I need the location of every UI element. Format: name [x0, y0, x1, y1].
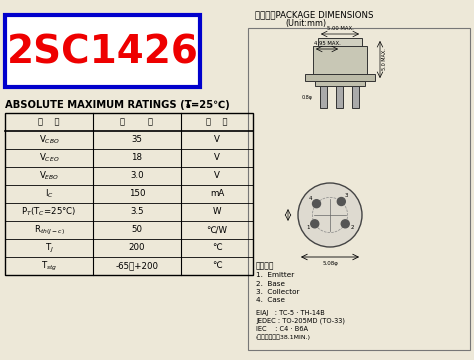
Text: 3.  Collector: 3. Collector: [256, 289, 300, 295]
Text: 電極標記: 電極標記: [256, 261, 274, 270]
Bar: [318, 38, 362, 46]
Text: V$_{EBO}$: V$_{EBO}$: [39, 170, 59, 182]
Text: 50: 50: [131, 225, 143, 234]
Text: 200: 200: [129, 243, 145, 252]
Bar: [336, 86, 343, 108]
Text: 2SC1426: 2SC1426: [7, 34, 199, 72]
Text: 18: 18: [131, 153, 143, 162]
Text: EIAJ   : TC-5 · TH-14B: EIAJ : TC-5 · TH-14B: [256, 310, 325, 316]
Text: V: V: [214, 135, 220, 144]
Text: (Unit:mm): (Unit:mm): [285, 19, 326, 28]
Text: 2: 2: [350, 225, 354, 230]
Text: 4: 4: [309, 196, 312, 201]
Text: ℃: ℃: [212, 243, 222, 252]
Bar: [313, 46, 367, 74]
Text: 3.5: 3.5: [130, 207, 144, 216]
Text: 1.  Emitter: 1. Emitter: [256, 272, 294, 278]
Text: I$_C$: I$_C$: [45, 188, 54, 200]
Text: mA: mA: [210, 189, 224, 198]
Text: JEDEC : TO-205MD (TO-33): JEDEC : TO-205MD (TO-33): [256, 318, 345, 324]
Bar: [315, 81, 365, 86]
Text: ℃: ℃: [212, 261, 222, 270]
Text: IEC    : C4 · B6A: IEC : C4 · B6A: [256, 326, 308, 332]
Text: 4.  Case: 4. Case: [256, 297, 285, 303]
Circle shape: [311, 220, 319, 228]
Bar: [305, 74, 375, 81]
Circle shape: [341, 220, 349, 228]
Text: 定        格: 定 格: [120, 117, 154, 126]
Bar: [352, 86, 359, 108]
Circle shape: [298, 183, 362, 247]
Text: 5.08φ: 5.08φ: [322, 261, 338, 266]
Text: 3.0: 3.0: [130, 171, 144, 180]
Text: ABSOLUTE MAXIMUM RATINGS (T: ABSOLUTE MAXIMUM RATINGS (T: [5, 100, 191, 110]
Text: =25℃): =25℃): [191, 100, 230, 110]
Bar: [5, 113, 253, 275]
Text: 2.  Base: 2. Base: [256, 280, 285, 287]
Text: 35: 35: [131, 135, 143, 144]
Text: 外形図／PACKAGE DIMENSIONS: 外形図／PACKAGE DIMENSIONS: [255, 10, 374, 19]
Bar: [5, 15, 200, 87]
Text: 4.95 MAX.: 4.95 MAX.: [314, 41, 340, 46]
Text: T$_{stg}$: T$_{stg}$: [41, 260, 57, 273]
Text: W: W: [213, 207, 221, 216]
Text: R$_{th(J-c)}$: R$_{th(J-c)}$: [34, 224, 64, 237]
Text: V$_{CEO}$: V$_{CEO}$: [39, 152, 59, 164]
Text: V: V: [214, 153, 220, 162]
Text: T$_J$: T$_J$: [45, 242, 54, 255]
Text: 略    号: 略 号: [38, 117, 60, 126]
Text: P$_T$(T$_C$=25°C): P$_T$(T$_C$=25°C): [21, 206, 77, 218]
Text: 1: 1: [306, 225, 310, 230]
Circle shape: [337, 198, 346, 206]
Text: -65～+200: -65～+200: [116, 261, 158, 270]
Text: 5.0 MAX.: 5.0 MAX.: [382, 49, 387, 70]
Text: V: V: [214, 171, 220, 180]
Text: 5.00 MAX.: 5.00 MAX.: [327, 26, 354, 31]
Bar: [320, 86, 327, 108]
Text: 150: 150: [129, 189, 145, 198]
Text: 3: 3: [345, 193, 348, 198]
Bar: [248, 28, 470, 350]
Text: 0.8φ: 0.8φ: [302, 94, 313, 99]
Text: ℃/W: ℃/W: [207, 225, 228, 234]
Text: (リード間隔は38.1MIN.): (リード間隔は38.1MIN.): [256, 334, 311, 340]
Text: a: a: [186, 103, 191, 109]
Circle shape: [312, 200, 320, 208]
Text: 单    位: 单 位: [206, 117, 228, 126]
Text: V$_{CBO}$: V$_{CBO}$: [38, 134, 59, 146]
